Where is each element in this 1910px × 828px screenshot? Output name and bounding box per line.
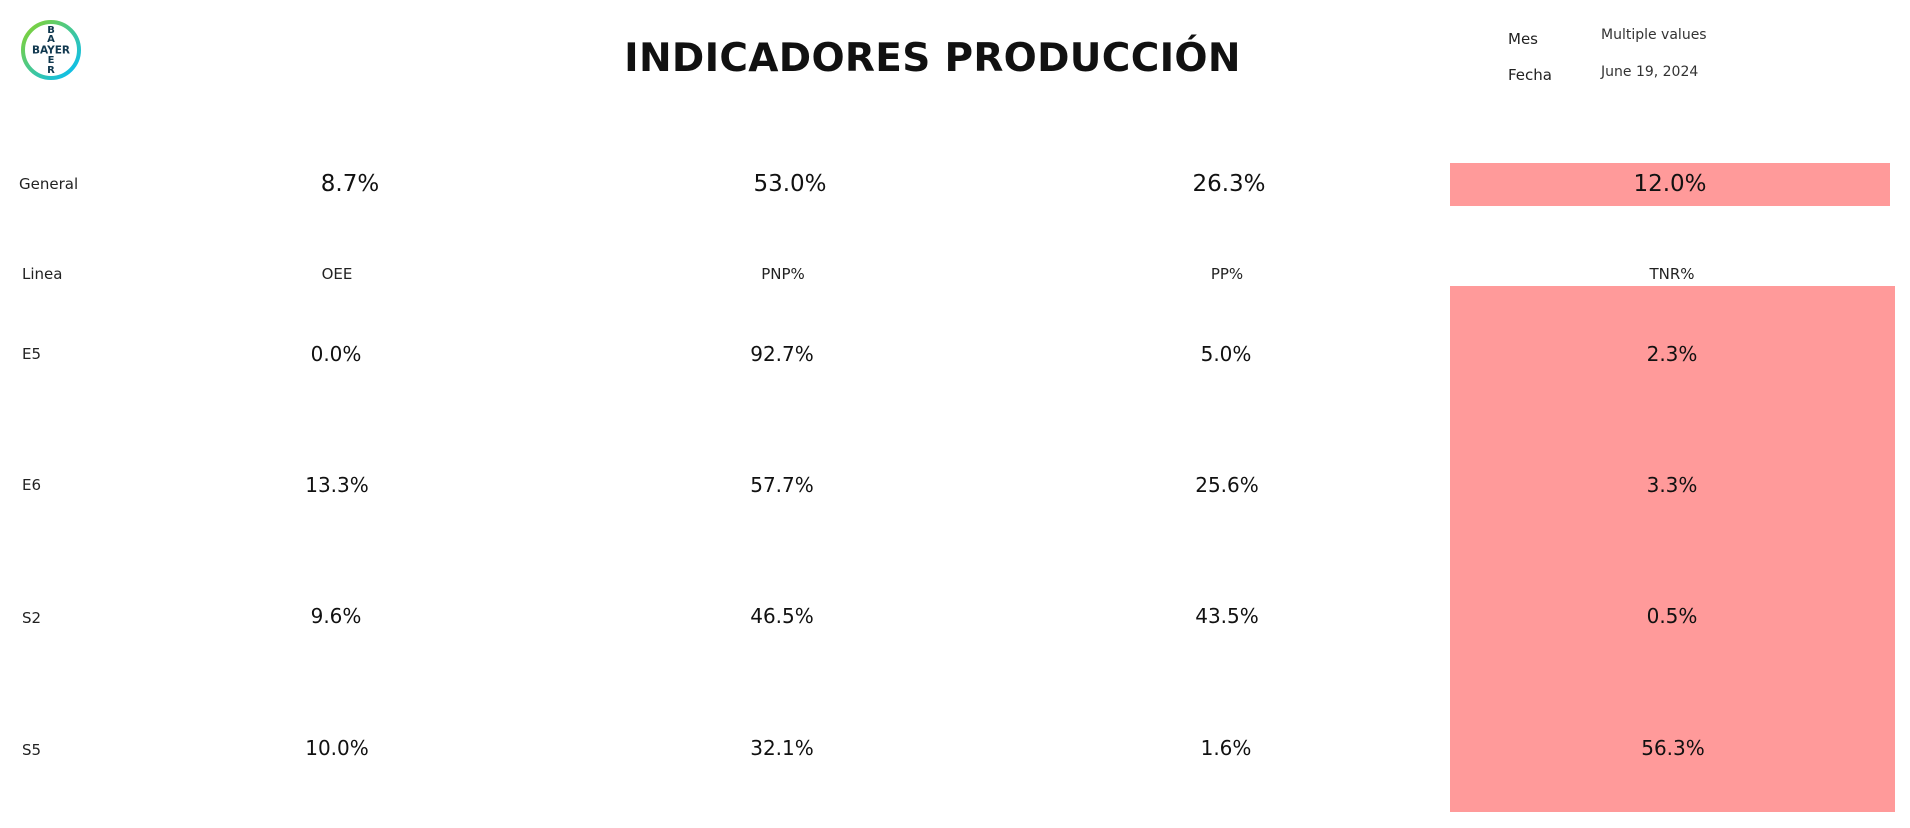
table-row-label: E6 [22,476,42,494]
pnp-header: PNP% [761,265,805,283]
svg-text:E: E [48,55,55,66]
table-row-label: S5 [22,741,42,759]
fecha-label: Fecha [1508,66,1552,84]
pnp-cell: 46.5% [750,604,814,628]
pnp-cell: 32.1% [750,736,814,760]
table-row-label: S2 [22,609,42,627]
pnp-cell: 57.7% [750,473,814,497]
tnr-column-highlight [1450,286,1895,812]
mes-value[interactable]: Multiple values [1601,27,1707,43]
tnr-cell: 3.3% [1646,473,1698,497]
oee-cell: 9.6% [310,604,362,628]
svg-text:R: R [47,65,55,76]
pp-cell: 1.6% [1200,736,1252,760]
general-label: General [19,175,79,193]
mes-label: Mes [1508,30,1538,48]
pnp-cell: 92.7% [750,342,814,366]
general-pp-value: 26.3% [1192,171,1266,197]
tnr-header: TNR% [1649,265,1695,283]
oee-header: OEE [321,265,353,283]
logo-text-horizontal: BAYER [32,45,70,57]
tnr-cell: 2.3% [1646,342,1698,366]
page-title: INDICADORES PRODUCCIÓN [624,36,1241,81]
general-tnr-highlight [1450,163,1890,206]
pp-cell: 43.5% [1195,604,1259,628]
tnr-cell: 56.3% [1641,736,1705,760]
bayer-logo: BAYER B A E R [20,19,82,81]
general-pnp-value: 53.0% [753,171,827,197]
pp-header: PP% [1210,265,1244,283]
linea-header: Linea [22,265,63,283]
general-oee-value: 8.7% [320,171,380,197]
fecha-value[interactable]: June 19, 2024 [1601,64,1699,80]
svg-text:A: A [47,34,55,45]
general-tnr-value: 12.0% [1633,171,1707,197]
pp-cell: 25.6% [1195,473,1259,497]
oee-cell: 10.0% [305,736,369,760]
pp-cell: 5.0% [1200,342,1252,366]
tnr-cell: 0.5% [1646,604,1698,628]
oee-cell: 13.3% [305,473,369,497]
table-row-label: E5 [22,345,42,363]
svg-text:B: B [47,25,55,36]
oee-cell: 0.0% [310,342,362,366]
